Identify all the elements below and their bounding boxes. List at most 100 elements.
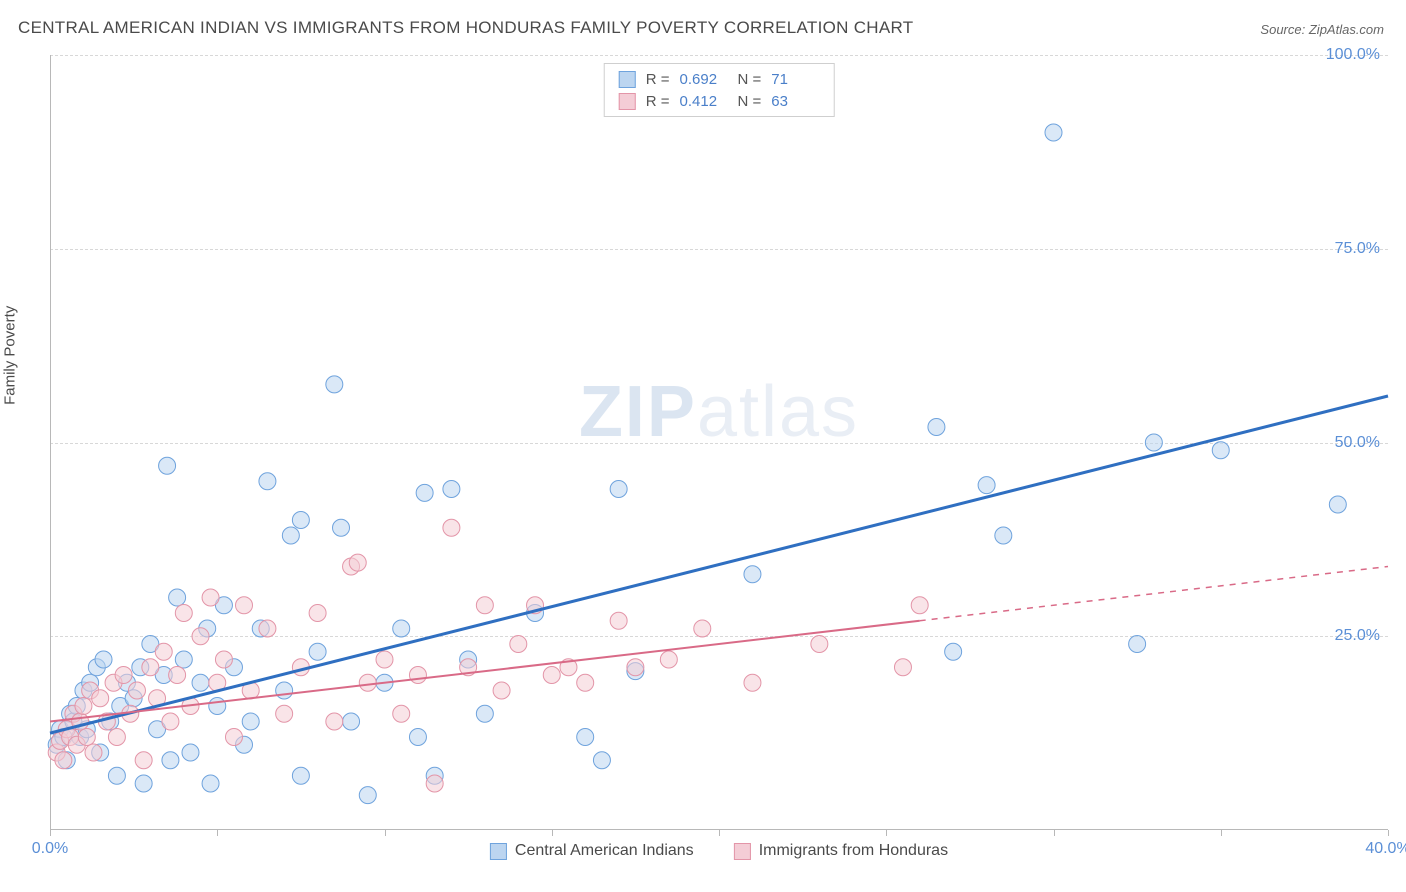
legend-item-blue: Central American Indians (490, 842, 694, 860)
scatter-point-blue (409, 729, 426, 746)
scatter-point-blue (945, 643, 962, 660)
scatter-point-pink (409, 667, 426, 684)
scatter-point-blue (282, 527, 299, 544)
series-legend: Central American Indians Immigrants from… (490, 842, 948, 860)
scatter-point-pink (610, 612, 627, 629)
scatter-point-pink (92, 690, 109, 707)
scatter-point-blue (242, 713, 259, 730)
x-tick-mark (1054, 830, 1055, 836)
x-tick-mark (886, 830, 887, 836)
scatter-point-pink (215, 651, 232, 668)
scatter-point-blue (182, 744, 199, 761)
series-name-pink: Immigrants from Honduras (759, 842, 948, 860)
swatch-pink-icon (619, 93, 636, 110)
scatter-point-pink (236, 597, 253, 614)
scatter-point-blue (443, 481, 460, 498)
legend-row-pink: R = 0.412 N = 63 (619, 90, 820, 112)
scatter-point-blue (292, 767, 309, 784)
x-tick-mark (217, 830, 218, 836)
scatter-point-blue (162, 752, 179, 769)
n-label-blue: N = (738, 71, 762, 88)
legend-row-blue: R = 0.692 N = 71 (619, 68, 820, 90)
scatter-point-blue (1329, 496, 1346, 513)
scatter-point-pink (128, 682, 145, 699)
scatter-point-pink (326, 713, 343, 730)
x-tick-mark (719, 830, 720, 836)
swatch-blue-icon (619, 71, 636, 88)
scatter-point-pink (202, 589, 219, 606)
scatter-point-pink (175, 605, 192, 622)
x-tick-mark (1221, 830, 1222, 836)
y-tick: 75.0% (1335, 240, 1380, 258)
scatter-point-pink (162, 713, 179, 730)
scatter-point-pink (493, 682, 510, 699)
scatter-point-pink (108, 729, 125, 746)
scatter-point-blue (192, 674, 209, 691)
source-link[interactable]: ZipAtlas.com (1309, 22, 1384, 37)
scatter-point-blue (333, 519, 350, 536)
scatter-point-pink (894, 659, 911, 676)
scatter-point-blue (276, 682, 293, 699)
scatter-point-pink (426, 775, 443, 792)
scatter-point-blue (1045, 124, 1062, 141)
scatter-point-pink (115, 667, 132, 684)
x-tick-mark (385, 830, 386, 836)
scatter-point-blue (593, 752, 610, 769)
scatter-point-blue (209, 698, 226, 715)
x-tick: 0.0% (32, 840, 68, 858)
scatter-point-blue (416, 484, 433, 501)
scatter-point-blue (135, 775, 152, 792)
scatter-point-pink (577, 674, 594, 691)
scatter-point-pink (75, 698, 92, 715)
scatter-point-pink (135, 752, 152, 769)
plot-area: ZIPatlas R = 0.692 N = 71 R = 0.412 N = … (50, 55, 1388, 830)
y-axis-label: Family Poverty (2, 306, 19, 405)
scatter-point-blue (95, 651, 112, 668)
r-value-pink: 0.412 (680, 93, 728, 110)
scatter-point-blue (202, 775, 219, 792)
scatter-point-blue (610, 481, 627, 498)
scatter-point-pink (349, 554, 366, 571)
scatter-point-pink (510, 636, 527, 653)
scatter-point-pink (660, 651, 677, 668)
scatter-point-blue (978, 477, 995, 494)
scatter-point-blue (1145, 434, 1162, 451)
scatter-point-blue (292, 512, 309, 529)
scatter-point-blue (169, 589, 186, 606)
scatter-point-pink (85, 744, 102, 761)
scatter-point-blue (1129, 636, 1146, 653)
scatter-point-pink (476, 597, 493, 614)
scatter-point-blue (309, 643, 326, 660)
y-tick: 25.0% (1335, 627, 1380, 645)
scatter-point-pink (543, 667, 560, 684)
trend-line-blue (50, 396, 1388, 733)
x-tick-mark (552, 830, 553, 836)
scatter-point-blue (928, 419, 945, 436)
y-tick: 50.0% (1335, 434, 1380, 452)
chart-title: CENTRAL AMERICAN INDIAN VS IMMIGRANTS FR… (18, 18, 913, 38)
source-attribution: Source: ZipAtlas.com (1260, 22, 1384, 37)
series-name-blue: Central American Indians (515, 842, 694, 860)
scatter-point-blue (159, 457, 176, 474)
scatter-point-pink (627, 659, 644, 676)
scatter-point-pink (443, 519, 460, 536)
scatter-point-blue (995, 527, 1012, 544)
scatter-point-blue (108, 767, 125, 784)
scatter-point-pink (169, 667, 186, 684)
scatter-point-pink (142, 659, 159, 676)
scatter-point-blue (359, 787, 376, 804)
scatter-point-pink (276, 705, 293, 722)
swatch-blue-icon (490, 843, 507, 860)
n-value-pink: 63 (771, 93, 819, 110)
scatter-point-pink (911, 597, 928, 614)
scatter-point-blue (744, 566, 761, 583)
scatter-point-blue (1212, 442, 1229, 459)
scatter-point-pink (359, 674, 376, 691)
source-label: Source: (1260, 22, 1305, 37)
scatter-point-blue (326, 376, 343, 393)
scatter-point-blue (175, 651, 192, 668)
chart-container: CENTRAL AMERICAN INDIAN VS IMMIGRANTS FR… (0, 0, 1406, 892)
scatter-point-pink (393, 705, 410, 722)
correlation-legend: R = 0.692 N = 71 R = 0.412 N = 63 (604, 63, 835, 117)
n-value-blue: 71 (771, 71, 819, 88)
